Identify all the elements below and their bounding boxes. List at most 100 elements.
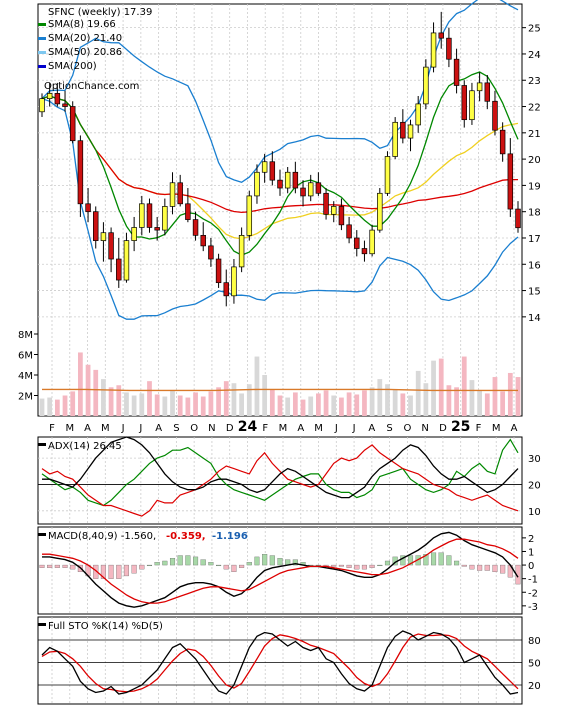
candle-body <box>377 192 383 231</box>
volume-bar <box>369 387 375 416</box>
x-tick-label: J <box>138 423 142 434</box>
volume-bar <box>308 396 314 416</box>
candle-body <box>238 235 245 268</box>
legend-label: SMA(50) 20.86 <box>48 47 122 58</box>
macd-histogram-bar <box>223 564 229 570</box>
candle-body <box>139 203 145 228</box>
volume-bar <box>162 396 168 416</box>
adx-legend-swatch <box>38 443 46 446</box>
macd-histogram-bar <box>200 559 206 566</box>
volume-bar <box>147 381 152 416</box>
macd-histogram-bar <box>239 564 245 568</box>
macd-histogram-bar <box>208 562 214 566</box>
macd-histogram-bar <box>139 564 145 570</box>
macd-histogram-bar <box>500 564 506 574</box>
stoch-legend-swatch <box>38 623 46 626</box>
macd-histogram-bar <box>477 564 483 571</box>
x-tick-label: 25 <box>451 419 470 435</box>
macd-histogram-bar <box>193 556 199 566</box>
volume-bar <box>500 391 506 416</box>
volume-bar <box>101 379 106 416</box>
volume-bar <box>323 390 329 416</box>
macd-histogram-bar <box>100 564 106 579</box>
volume-bar <box>200 396 206 416</box>
bollinger-lower-line <box>41 97 519 320</box>
candle-body <box>423 66 429 105</box>
candle-body <box>223 282 229 297</box>
volume-bar <box>484 393 490 416</box>
candle-body <box>169 182 176 207</box>
price-tick-label: 22 <box>528 103 541 114</box>
volume-bar <box>216 387 221 416</box>
candle-body <box>116 258 122 281</box>
volume-bar <box>492 377 498 416</box>
candle-body <box>415 103 421 126</box>
candle-body <box>261 161 268 173</box>
volume-bar <box>78 352 83 416</box>
candle-body <box>515 208 521 229</box>
adx-tick-label: 20 <box>528 480 541 491</box>
volume-bar <box>131 395 137 416</box>
macd-histogram-bar <box>177 555 183 566</box>
adx-tick-label: 30 <box>528 454 541 465</box>
adx-line <box>42 436 519 499</box>
macd-histogram-bar <box>292 559 298 566</box>
macd-histogram-bar <box>423 554 429 566</box>
x-tick-label: J <box>121 423 125 434</box>
price-tick-label: 19 <box>528 181 541 192</box>
candle-body <box>39 98 45 113</box>
candle-body <box>108 232 114 260</box>
x-tick-label: A <box>297 423 304 434</box>
price-tick-label: 25 <box>528 24 541 35</box>
macd-legend-swatch <box>38 533 46 536</box>
minus-di-line <box>41 444 519 517</box>
volume-bar <box>354 394 360 416</box>
macd-histogram-bar <box>407 555 414 566</box>
volume-tick-label: 4M <box>18 371 33 382</box>
chart-title: SFNC (weekly) 17.39 <box>48 7 152 18</box>
price-tick-label: 24 <box>528 50 541 61</box>
macd-label: MACD(8,40,9) -1.560, <box>48 531 156 542</box>
macd-histogram-bar <box>377 564 383 567</box>
candle-body <box>484 82 491 102</box>
macd-histogram-bar <box>123 564 129 577</box>
stoch-k-line <box>41 630 519 695</box>
candle-body <box>461 85 467 121</box>
stoch-label: Full STO %K(14) %D(5) <box>48 621 163 632</box>
volume-bar <box>208 391 214 416</box>
candle-body <box>407 124 414 139</box>
candle-body <box>69 106 76 142</box>
candle-body <box>400 121 406 139</box>
volume-bar <box>507 372 513 416</box>
macd-tick-label: -2 <box>528 588 538 599</box>
candle-body <box>331 206 337 215</box>
macd-histogram-bar <box>338 564 344 567</box>
price-tick-label: 20 <box>528 155 541 166</box>
x-tick-label: M <box>101 423 110 434</box>
x-tick-label: 24 <box>238 419 258 435</box>
volume-bar <box>285 397 291 416</box>
candle-body <box>215 258 222 284</box>
volume-bar <box>193 392 198 416</box>
legend-swatch <box>38 51 46 54</box>
macd-histogram-bar <box>331 564 337 567</box>
volume-bar <box>54 399 60 416</box>
volume-bar <box>469 380 475 416</box>
macd-histogram-bar <box>254 556 260 566</box>
volume-bar <box>108 387 114 416</box>
candle-body <box>361 248 368 255</box>
macd-histogram-bar <box>492 564 498 573</box>
legend-swatch <box>38 65 46 68</box>
macd-histogram-bar <box>70 564 76 570</box>
x-tick-label: S <box>173 423 179 434</box>
macd-line <box>42 531 519 608</box>
macd-histogram-bar <box>169 558 176 566</box>
candle-body <box>430 32 437 68</box>
macd-histogram-bar <box>384 560 391 566</box>
x-tick-label: F <box>49 423 55 434</box>
candle-body <box>269 161 276 181</box>
x-tick-label: M <box>314 423 323 434</box>
macd-histogram-bar <box>269 555 275 566</box>
price-tick-label: 15 <box>528 287 541 298</box>
